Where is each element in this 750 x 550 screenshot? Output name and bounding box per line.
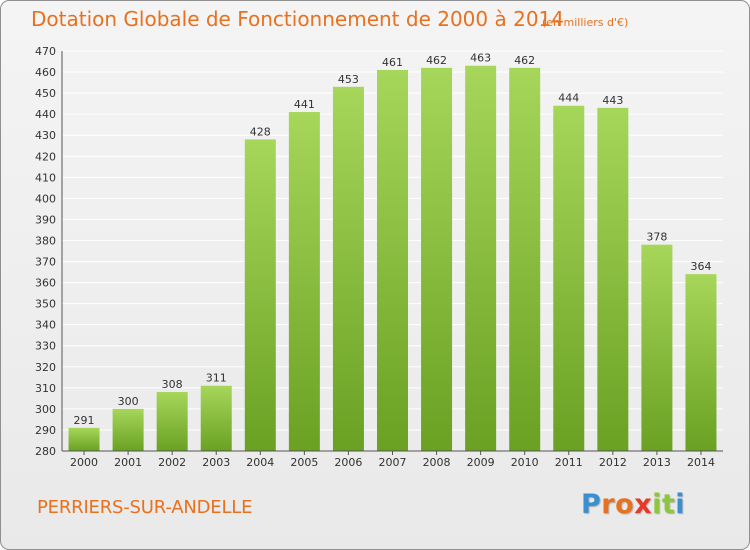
- data-label: 308: [162, 378, 183, 391]
- data-label: 378: [646, 231, 667, 244]
- bar: [685, 274, 717, 451]
- proxiti-logo: Proxiti: [581, 489, 685, 520]
- y-tick-label: 440: [35, 108, 56, 121]
- y-tick-label: 350: [35, 298, 56, 311]
- y-tick-label: 460: [35, 66, 56, 79]
- y-tick-label: 420: [35, 150, 56, 163]
- y-tick-label: 390: [35, 213, 56, 226]
- bar: [68, 427, 100, 451]
- y-tick-label: 340: [35, 319, 56, 332]
- x-tick-label: 2006: [334, 456, 362, 469]
- commune-name: PERRIERS-SUR-ANDELLE: [37, 497, 253, 518]
- chart-title: Dotation Globale de Fonctionnement de 20…: [31, 7, 564, 31]
- y-tick-label: 410: [35, 171, 56, 184]
- x-tick-label: 2003: [202, 456, 230, 469]
- bar: [465, 65, 497, 451]
- y-tick-label: 370: [35, 256, 56, 269]
- x-tick-label: 2002: [158, 456, 186, 469]
- data-label: 463: [470, 52, 491, 65]
- bar: [244, 139, 276, 451]
- y-tick-label: 360: [35, 277, 56, 290]
- bars: [68, 65, 717, 452]
- x-tick-label: 2012: [599, 456, 627, 469]
- x-tick-label: 2011: [555, 456, 583, 469]
- bar: [156, 392, 188, 451]
- y-tick-label: 310: [35, 382, 56, 395]
- data-label: 462: [514, 54, 535, 67]
- data-label: 453: [338, 73, 359, 86]
- data-label: 311: [206, 372, 227, 385]
- data-label: 461: [382, 56, 403, 69]
- x-tick-label: 2005: [290, 456, 318, 469]
- logo-letter: r: [601, 489, 616, 520]
- x-axis: 2000 2001 2002 2003 2004 2005 2006 2007 2008 2009…: [62, 450, 723, 469]
- bar: [597, 107, 629, 451]
- data-label: 443: [602, 94, 623, 107]
- data-label: 428: [250, 125, 271, 138]
- x-tick-label: 2013: [643, 456, 671, 469]
- data-label: 291: [74, 414, 95, 427]
- bar: [553, 105, 585, 451]
- x-tick-label: 2004: [246, 456, 274, 469]
- y-tick-label: 290: [35, 424, 56, 437]
- logo-letter: t: [661, 489, 676, 520]
- bar: [112, 408, 144, 451]
- data-label: 462: [426, 54, 447, 67]
- y-tick-label: 470: [35, 45, 56, 58]
- x-tick-label: 2009: [467, 456, 495, 469]
- y-tick-label: 300: [35, 403, 56, 416]
- x-tick-label: 2014: [687, 456, 715, 469]
- bar: [641, 244, 673, 451]
- x-tick-label: 2000: [70, 456, 98, 469]
- logo-letter: i: [652, 489, 662, 520]
- y-tick-label: 400: [35, 192, 56, 205]
- bar: [377, 69, 408, 452]
- x-tick-label: 2007: [379, 456, 407, 469]
- units-label: (en milliers d'€): [542, 16, 629, 29]
- y-tick-label: 330: [35, 340, 56, 353]
- x-tick-label: 2008: [423, 456, 451, 469]
- data-label: 444: [558, 92, 579, 105]
- y-tick-label: 380: [35, 234, 56, 247]
- x-tick-label: 2010: [511, 456, 539, 469]
- y-tick-label: 430: [35, 129, 56, 142]
- data-labels: 291 300 308 311 428 441 453 461 462 463 462 444 443 3…: [74, 52, 712, 427]
- x-tick-label: 2001: [114, 456, 142, 469]
- logo-letter: i: [675, 489, 686, 520]
- bar: [200, 385, 232, 451]
- y-tick-label: 320: [35, 361, 56, 374]
- data-label: 364: [690, 260, 711, 273]
- bar: [509, 67, 541, 451]
- data-label: 300: [118, 395, 139, 408]
- logo-letter: o: [615, 489, 635, 520]
- data-label: 441: [294, 98, 315, 111]
- y-tick-label: 280: [35, 445, 56, 458]
- logo-letter: P: [581, 489, 602, 520]
- bar: [421, 67, 453, 451]
- y-tick-label: 450: [35, 87, 56, 100]
- logo-letter: x: [634, 489, 653, 520]
- bar: [332, 86, 364, 451]
- bar: [288, 112, 320, 451]
- y-axis: 280 290 300 310 320 330 340 350 360 370 380 390 400 4…: [35, 45, 63, 458]
